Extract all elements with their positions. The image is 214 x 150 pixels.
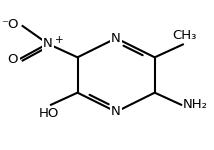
Text: NH₂: NH₂: [183, 98, 208, 111]
Text: CH₃: CH₃: [172, 29, 197, 42]
Text: N: N: [111, 32, 121, 45]
Text: +: +: [55, 35, 64, 45]
Text: ⁻O: ⁻O: [1, 18, 19, 31]
Text: N: N: [43, 37, 53, 50]
Text: HO: HO: [39, 107, 59, 120]
Text: O: O: [7, 53, 18, 66]
Text: N: N: [111, 105, 121, 118]
